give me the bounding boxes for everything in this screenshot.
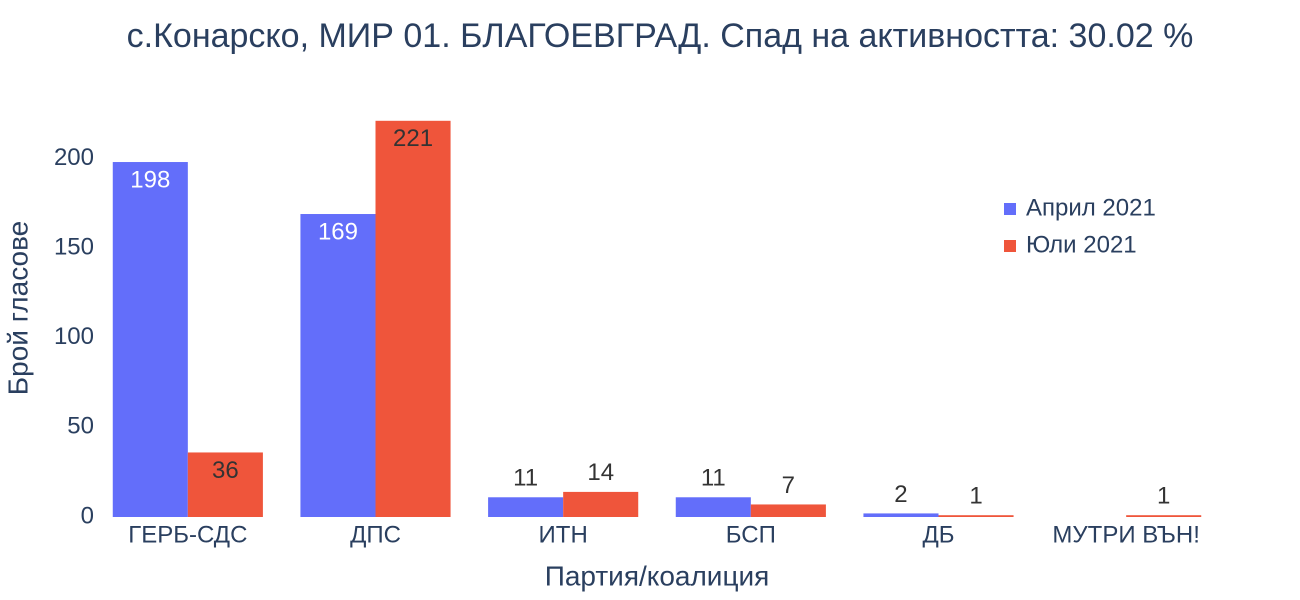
x-tick-label: ДПС bbox=[350, 521, 401, 548]
bar bbox=[563, 491, 639, 517]
x-tick-label: ГЕРБ-СДС bbox=[128, 521, 247, 548]
data-label: 198 bbox=[130, 166, 170, 193]
x-axis-title: Партия/коалиция bbox=[545, 560, 770, 591]
y-axis-title: Брой гласове bbox=[2, 221, 33, 395]
data-label: 14 bbox=[587, 459, 614, 486]
y-tick-label: 0 bbox=[81, 502, 94, 529]
bar bbox=[187, 452, 263, 517]
chart-title: с.Конарско, МИР 01. БЛАГОЕВГРАД. Спад на… bbox=[127, 17, 1194, 55]
data-label: 169 bbox=[318, 218, 358, 245]
bar bbox=[488, 497, 564, 517]
y-tick-label: 100 bbox=[54, 323, 94, 350]
data-label: 11 bbox=[513, 465, 538, 492]
bar bbox=[1126, 515, 1202, 517]
y-tick-label: 200 bbox=[54, 144, 94, 171]
bar bbox=[750, 504, 826, 517]
x-tick-label: МУТРИ ВЪН! bbox=[1052, 521, 1199, 548]
data-label: 1 bbox=[969, 483, 982, 510]
legend-label: Април 2021 bbox=[1026, 194, 1156, 221]
bar bbox=[112, 162, 188, 517]
y-tick-label: 50 bbox=[67, 413, 94, 440]
y-tick-label: 150 bbox=[54, 233, 94, 260]
x-tick-label: ИТН bbox=[539, 521, 588, 548]
data-label: 36 bbox=[212, 457, 239, 484]
bar bbox=[300, 214, 376, 517]
legend-swatch bbox=[1004, 203, 1016, 215]
data-label: 7 bbox=[782, 472, 795, 499]
data-label: 1 bbox=[1157, 483, 1170, 510]
x-tick-label: БСП bbox=[726, 521, 776, 548]
data-label: 221 bbox=[393, 125, 433, 152]
bar bbox=[375, 120, 451, 518]
x-tick-label: ДБ bbox=[922, 521, 954, 548]
bar bbox=[938, 515, 1014, 517]
legend-label: Юли 2021 bbox=[1026, 231, 1137, 258]
data-label: 11 bbox=[701, 465, 726, 492]
data-label: 2 bbox=[894, 481, 907, 508]
bar bbox=[863, 513, 939, 517]
bar bbox=[675, 497, 751, 517]
legend-swatch bbox=[1004, 240, 1016, 252]
